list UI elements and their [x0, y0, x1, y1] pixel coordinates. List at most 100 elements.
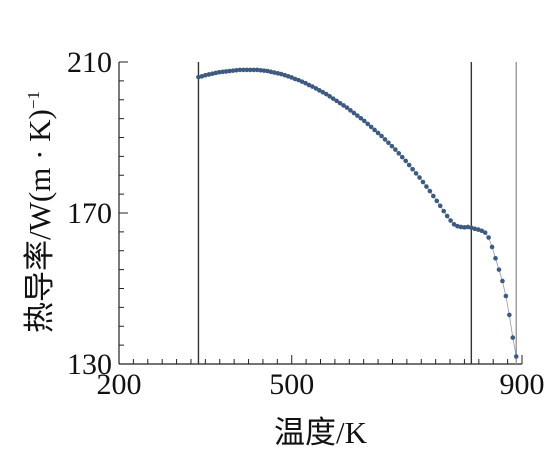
- data-point: [469, 225, 474, 231]
- data-point: [413, 171, 419, 176]
- data-point: [448, 218, 453, 223]
- data-point: [358, 115, 364, 121]
- axes-layer: [118, 61, 523, 365]
- data-point: [306, 82, 312, 88]
- data-point: [341, 103, 346, 108]
- data-point: [234, 68, 239, 73]
- data-point: [424, 184, 429, 189]
- data-point: [382, 137, 388, 142]
- data-point: [247, 67, 253, 73]
- data-point: [285, 74, 291, 79]
- data-point: [496, 267, 502, 272]
- data-point: [317, 88, 322, 93]
- data-point: [427, 188, 433, 194]
- data-point: [313, 86, 319, 91]
- data-point: [310, 84, 315, 89]
- data-point: [334, 98, 339, 104]
- x-tick-label: 900: [500, 368, 545, 401]
- data-point: [244, 67, 250, 73]
- data-point: [299, 79, 305, 84]
- data-point: [327, 94, 333, 99]
- data-point: [213, 70, 219, 76]
- data-point: [437, 203, 443, 209]
- data-point: [396, 151, 402, 156]
- data-point: [482, 230, 488, 235]
- data-point: [323, 91, 329, 97]
- x-axis-title: 温度/K: [274, 415, 368, 450]
- data-point: [462, 225, 467, 230]
- data-point: [406, 162, 412, 168]
- data-point: [507, 312, 512, 318]
- reference-lines-layer: [197, 62, 517, 364]
- y-axis-title-exponent: −1: [24, 91, 43, 109]
- data-point: [393, 147, 398, 152]
- data-point: [337, 100, 343, 106]
- data-point: [268, 69, 274, 75]
- data-point: [348, 108, 353, 113]
- data-point: [279, 71, 284, 77]
- labels-layer: 130 170 210 200 500 900 温度/K 热导率/W(m · K)−1: [22, 46, 545, 450]
- data-point: [503, 293, 509, 299]
- x-tick-label: 200: [97, 368, 142, 401]
- data-point: [203, 72, 208, 78]
- data-point: [241, 67, 246, 73]
- data-point: [216, 69, 222, 75]
- y-tick-label: 130: [67, 348, 112, 381]
- data-point: [199, 74, 205, 79]
- data-point: [513, 354, 519, 359]
- data-point: [320, 89, 326, 95]
- data-point: [330, 96, 336, 101]
- y-axis-title: 热导率/W(m · K)−1: [22, 91, 57, 333]
- data-point: [417, 175, 422, 180]
- data-point: [465, 224, 471, 230]
- data-point: [289, 75, 295, 80]
- data-point: [220, 69, 225, 75]
- data-point: [355, 113, 360, 118]
- data-point: [296, 77, 301, 83]
- data-point: [489, 244, 495, 250]
- data-point: [251, 67, 257, 73]
- data-point: [261, 68, 267, 73]
- data-point: [455, 223, 460, 229]
- x-tick-label: 500: [269, 368, 314, 401]
- data-point: [365, 121, 371, 127]
- data-point: [420, 179, 426, 185]
- data-point: [206, 72, 212, 77]
- data-point: [431, 193, 436, 199]
- data-point: [282, 72, 288, 78]
- data-point: [368, 124, 374, 130]
- data-point: [458, 224, 464, 230]
- data-point: [510, 335, 516, 340]
- data-point: [223, 69, 229, 74]
- data-point: [196, 74, 201, 80]
- data-point: [372, 127, 377, 133]
- data-point: [258, 68, 263, 73]
- y-axis-title-main: 热导率/W(m · K): [22, 109, 57, 333]
- data-point: [254, 67, 260, 73]
- data-point: [351, 110, 357, 116]
- data-point: [500, 278, 505, 284]
- data-point: [441, 208, 447, 214]
- data-point: [386, 140, 391, 146]
- data-point: [379, 133, 384, 139]
- data-point: [375, 130, 381, 136]
- data-point: [209, 71, 215, 77]
- series-layer: [196, 67, 519, 359]
- data-point: [389, 143, 395, 149]
- data-point: [493, 255, 498, 261]
- series-line: [198, 69, 517, 357]
- data-point: [292, 76, 298, 82]
- data-point: [479, 228, 485, 234]
- data-point: [434, 198, 440, 204]
- y-tick-label: 170: [67, 197, 112, 230]
- data-point: [399, 154, 405, 160]
- data-point: [451, 222, 457, 227]
- data-point: [275, 71, 281, 76]
- data-point: [230, 68, 236, 73]
- y-tick-label: 210: [67, 46, 112, 79]
- data-point: [472, 226, 478, 232]
- data-point: [272, 70, 277, 75]
- data-point: [444, 213, 450, 219]
